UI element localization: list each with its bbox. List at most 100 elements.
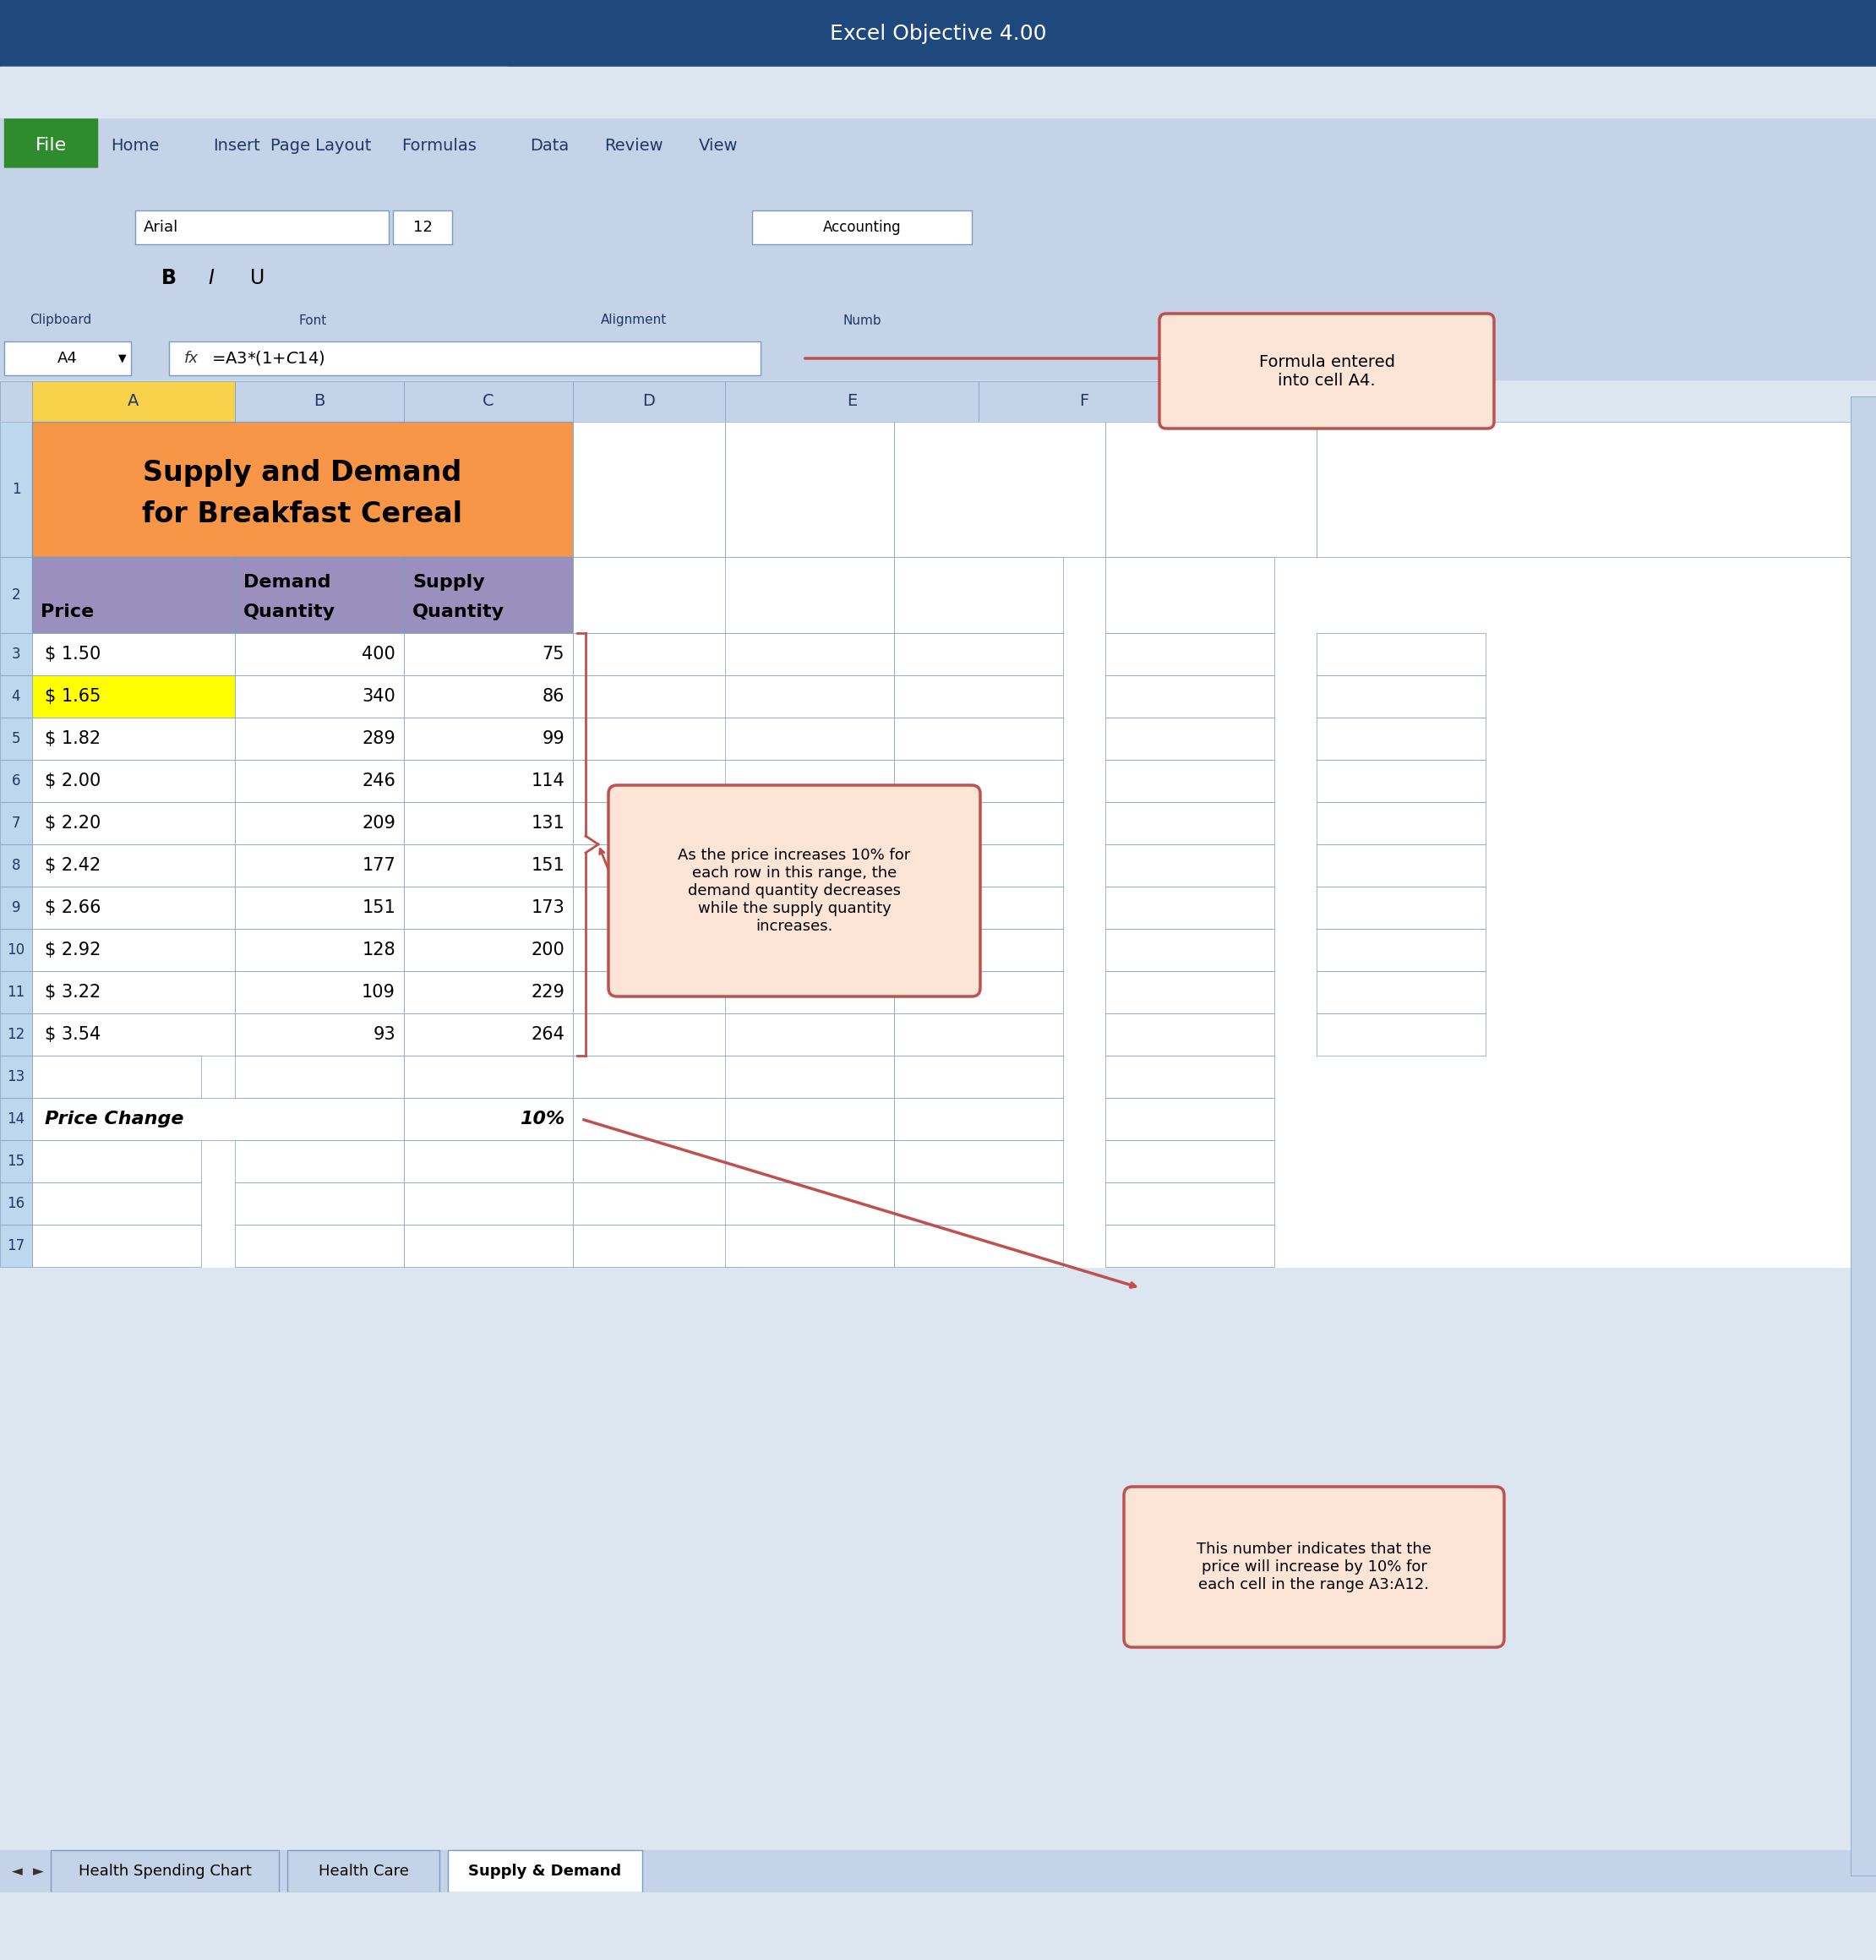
Text: 246: 246: [362, 772, 396, 790]
Bar: [724, 421, 895, 557]
Text: Arial: Arial: [144, 220, 178, 235]
Bar: [724, 1141, 895, 1182]
Bar: [234, 1225, 403, 1266]
Bar: [32, 1182, 201, 1225]
Text: 173: 173: [531, 900, 565, 915]
Bar: [1105, 421, 1317, 557]
Bar: [234, 802, 403, 845]
Bar: [0, 802, 32, 845]
Bar: [724, 557, 895, 633]
Text: This number indicates that the
price will increase by 10% for
each cell in the r: This number indicates that the price wil…: [1197, 1543, 1431, 1592]
Text: 3: 3: [11, 647, 21, 662]
Bar: [234, 380, 403, 421]
Bar: [895, 1098, 1064, 1141]
Bar: [403, 676, 572, 717]
Bar: [572, 676, 741, 717]
Text: 5: 5: [11, 731, 21, 747]
Text: Formulas: Formulas: [401, 137, 477, 153]
Text: $ 1.65: $ 1.65: [45, 688, 101, 706]
Bar: [4, 341, 131, 374]
Bar: [32, 380, 234, 421]
Text: Numb: Numb: [842, 314, 882, 327]
Bar: [1105, 970, 1274, 1013]
Text: 200: 200: [531, 941, 565, 958]
Text: 8: 8: [11, 858, 21, 872]
Bar: [1317, 802, 1486, 845]
Bar: [1105, 929, 1274, 970]
Text: 4: 4: [11, 688, 21, 704]
Text: Data: Data: [529, 137, 568, 153]
Bar: [403, 1056, 572, 1098]
Bar: [51, 1850, 280, 1893]
Bar: [32, 717, 234, 760]
Bar: [1317, 845, 1486, 886]
Bar: [403, 1098, 572, 1141]
Text: 128: 128: [362, 941, 396, 958]
Bar: [0, 1850, 1876, 1960]
Bar: [979, 380, 1189, 421]
Bar: [895, 1141, 1064, 1182]
Text: Health Spending Chart: Health Spending Chart: [79, 1864, 251, 1880]
Bar: [724, 676, 895, 717]
Bar: [0, 557, 32, 633]
Bar: [572, 1056, 741, 1098]
Bar: [1850, 396, 1876, 1876]
Text: 13: 13: [8, 1068, 24, 1084]
Bar: [895, 760, 1064, 802]
Bar: [895, 717, 1064, 760]
Bar: [169, 341, 760, 374]
Bar: [32, 886, 234, 929]
Bar: [1317, 929, 1486, 970]
Bar: [287, 1850, 439, 1893]
Bar: [234, 1013, 403, 1056]
Text: Quantity: Quantity: [413, 604, 505, 621]
Bar: [0, 633, 32, 676]
Text: Clipboard: Clipboard: [30, 314, 92, 327]
Bar: [1105, 1225, 1274, 1266]
Text: $ 2.00: $ 2.00: [45, 772, 101, 790]
Bar: [895, 557, 1064, 633]
Bar: [0, 1893, 1876, 1960]
Text: Excel Objective 4.00: Excel Objective 4.00: [829, 24, 1047, 43]
Text: F: F: [1079, 394, 1088, 410]
Bar: [0, 118, 1876, 169]
Bar: [403, 970, 572, 1013]
Text: A4: A4: [58, 351, 77, 367]
Bar: [724, 380, 979, 421]
Bar: [403, 802, 572, 845]
Text: $ 2.92: $ 2.92: [45, 941, 101, 958]
Bar: [572, 1141, 741, 1182]
Bar: [1105, 1182, 1274, 1225]
Bar: [234, 929, 403, 970]
Text: 15: 15: [8, 1154, 24, 1168]
Bar: [392, 210, 452, 245]
Bar: [724, 929, 895, 970]
Bar: [234, 1141, 403, 1182]
Bar: [0, 421, 1876, 1266]
Bar: [0, 1013, 32, 1056]
Bar: [1317, 717, 1486, 760]
Text: 17: 17: [8, 1239, 24, 1252]
Bar: [895, 970, 1064, 1013]
Text: 131: 131: [531, 815, 565, 831]
Text: E: E: [846, 394, 857, 410]
Text: A: A: [128, 394, 139, 410]
Text: $ 3.22: $ 3.22: [45, 984, 101, 1002]
Bar: [234, 1182, 403, 1225]
Text: Health Care: Health Care: [319, 1864, 409, 1880]
Bar: [895, 929, 1064, 970]
Bar: [1317, 886, 1486, 929]
Bar: [1105, 676, 1274, 717]
Text: C: C: [482, 394, 493, 410]
Bar: [572, 717, 741, 760]
Bar: [32, 1056, 201, 1098]
Text: 209: 209: [362, 815, 396, 831]
Text: 14: 14: [8, 1111, 24, 1127]
Text: As the price increases 10% for
each row in this range, the
demand quantity decre: As the price increases 10% for each row …: [677, 849, 910, 933]
Bar: [32, 802, 234, 845]
Bar: [403, 380, 572, 421]
Bar: [1317, 970, 1486, 1013]
Bar: [1105, 886, 1274, 929]
Bar: [234, 717, 403, 760]
Bar: [0, 421, 32, 557]
